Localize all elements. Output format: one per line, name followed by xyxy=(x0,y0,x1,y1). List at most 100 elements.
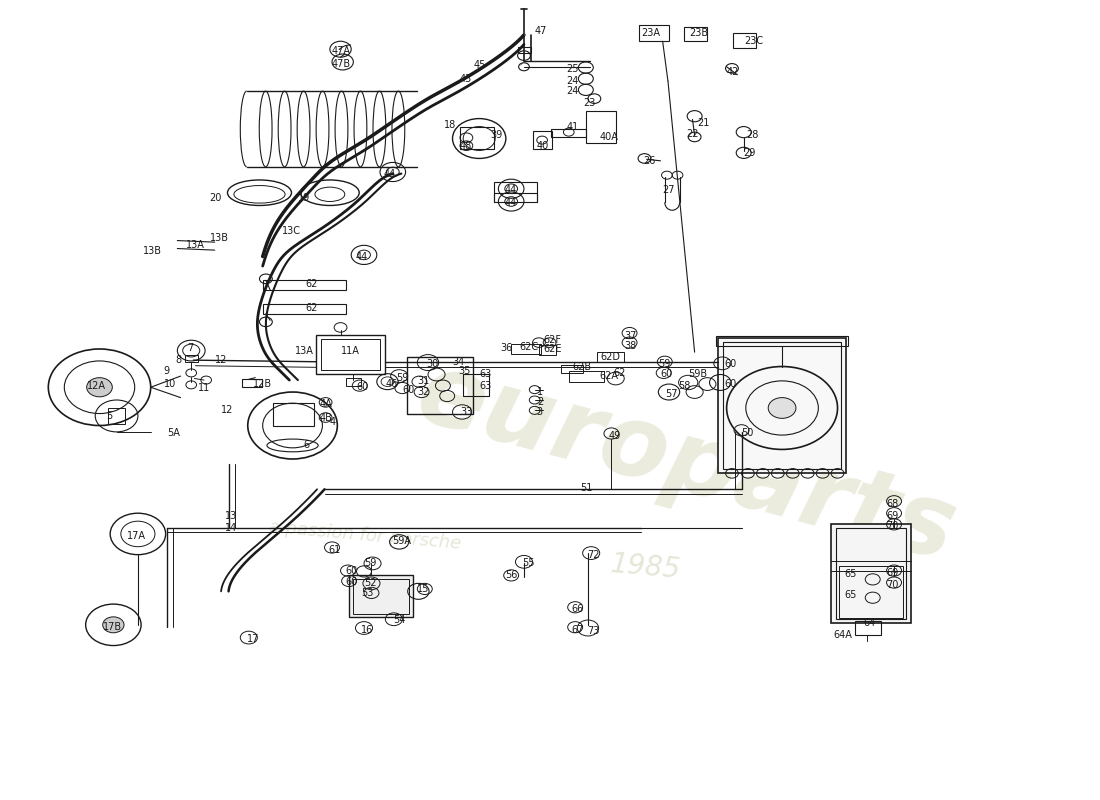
Text: 19: 19 xyxy=(298,194,310,203)
Text: 12B: 12B xyxy=(253,379,272,389)
Text: 21: 21 xyxy=(696,118,710,127)
Text: 47B: 47B xyxy=(332,59,351,70)
Text: a passion for porsche: a passion for porsche xyxy=(268,518,462,553)
Text: 72: 72 xyxy=(587,550,600,561)
Text: 73: 73 xyxy=(587,626,600,636)
Text: 62D: 62D xyxy=(601,352,620,362)
Text: 59A: 59A xyxy=(392,536,410,546)
Text: 24: 24 xyxy=(566,86,579,97)
Text: 17B: 17B xyxy=(102,622,122,632)
Bar xyxy=(539,345,556,354)
Text: 22: 22 xyxy=(686,129,698,138)
Text: 18: 18 xyxy=(444,120,456,130)
Bar xyxy=(684,27,707,42)
Text: 70: 70 xyxy=(887,580,899,590)
Bar xyxy=(345,378,361,386)
Bar xyxy=(733,34,757,48)
Bar xyxy=(316,335,385,374)
Text: 62: 62 xyxy=(614,368,626,378)
Text: 13B: 13B xyxy=(143,246,162,256)
Circle shape xyxy=(768,398,796,418)
Text: 60: 60 xyxy=(725,379,737,389)
Text: 47: 47 xyxy=(535,26,547,36)
Circle shape xyxy=(87,378,112,397)
Bar xyxy=(242,379,262,387)
Bar xyxy=(718,338,846,474)
Text: 13A: 13A xyxy=(186,239,205,250)
Text: 63: 63 xyxy=(480,381,492,390)
Text: 13A: 13A xyxy=(295,346,313,355)
Bar xyxy=(407,357,473,414)
Text: 38: 38 xyxy=(624,341,637,350)
Text: 46: 46 xyxy=(385,379,397,389)
Text: 13B: 13B xyxy=(210,233,230,243)
Text: 10: 10 xyxy=(164,379,176,389)
Text: 69: 69 xyxy=(887,568,899,578)
Text: 54: 54 xyxy=(393,615,405,625)
Text: 4: 4 xyxy=(330,418,336,427)
Text: 59B: 59B xyxy=(689,369,707,378)
Bar xyxy=(561,365,583,373)
Bar xyxy=(586,111,616,143)
Text: 40A: 40A xyxy=(600,132,618,142)
Text: 5A: 5A xyxy=(167,429,179,438)
Text: 31: 31 xyxy=(417,376,430,386)
Text: 62E: 62E xyxy=(543,344,562,354)
Text: 60: 60 xyxy=(725,359,737,369)
Text: 3: 3 xyxy=(537,407,543,417)
Bar xyxy=(321,339,380,370)
Text: 43: 43 xyxy=(460,74,472,84)
Text: 17A: 17A xyxy=(128,530,146,541)
Text: 51: 51 xyxy=(581,482,593,493)
Text: 11: 11 xyxy=(198,383,210,393)
Bar xyxy=(185,355,198,362)
Text: 67: 67 xyxy=(571,625,583,634)
Text: 12A: 12A xyxy=(87,381,106,390)
Text: 60: 60 xyxy=(660,370,673,379)
Text: 66: 66 xyxy=(571,604,583,614)
Text: 34: 34 xyxy=(452,357,465,366)
Text: 24: 24 xyxy=(566,76,579,86)
Text: 37: 37 xyxy=(624,331,637,342)
Text: 64: 64 xyxy=(864,618,876,628)
Bar xyxy=(349,575,414,617)
Text: 1985: 1985 xyxy=(609,550,682,585)
Text: 27: 27 xyxy=(662,185,675,194)
Bar xyxy=(569,371,604,382)
Text: 41: 41 xyxy=(566,122,579,131)
Text: 23B: 23B xyxy=(690,28,708,38)
Text: 12: 12 xyxy=(214,355,227,365)
Bar xyxy=(463,374,488,396)
Text: 32: 32 xyxy=(417,387,430,397)
Text: 39: 39 xyxy=(490,130,502,139)
Bar xyxy=(832,523,911,623)
Text: 1: 1 xyxy=(537,387,543,397)
Text: 13C: 13C xyxy=(282,226,301,236)
Text: 15: 15 xyxy=(417,584,430,594)
Text: 40: 40 xyxy=(537,142,549,151)
Bar xyxy=(353,578,409,614)
Text: 16: 16 xyxy=(361,625,373,634)
Bar xyxy=(596,352,624,362)
Text: 68: 68 xyxy=(887,498,899,509)
Bar xyxy=(263,304,345,314)
Text: 57: 57 xyxy=(664,390,678,399)
Text: 63: 63 xyxy=(480,369,492,378)
Text: 4A: 4A xyxy=(319,399,332,409)
Text: 45: 45 xyxy=(474,60,486,70)
Bar xyxy=(855,621,881,635)
Bar xyxy=(639,26,669,42)
Bar xyxy=(460,126,494,149)
Circle shape xyxy=(102,617,124,633)
Text: 62: 62 xyxy=(306,303,318,314)
Text: 59: 59 xyxy=(396,373,408,382)
Text: 25: 25 xyxy=(566,64,579,74)
Text: 62C: 62C xyxy=(519,342,539,352)
Text: 44: 44 xyxy=(383,169,395,178)
Bar xyxy=(724,342,840,470)
Text: 61: 61 xyxy=(329,545,341,555)
Bar xyxy=(512,344,541,354)
Text: 62B: 62B xyxy=(572,362,591,371)
Text: 56: 56 xyxy=(505,570,517,580)
Bar xyxy=(716,336,848,346)
